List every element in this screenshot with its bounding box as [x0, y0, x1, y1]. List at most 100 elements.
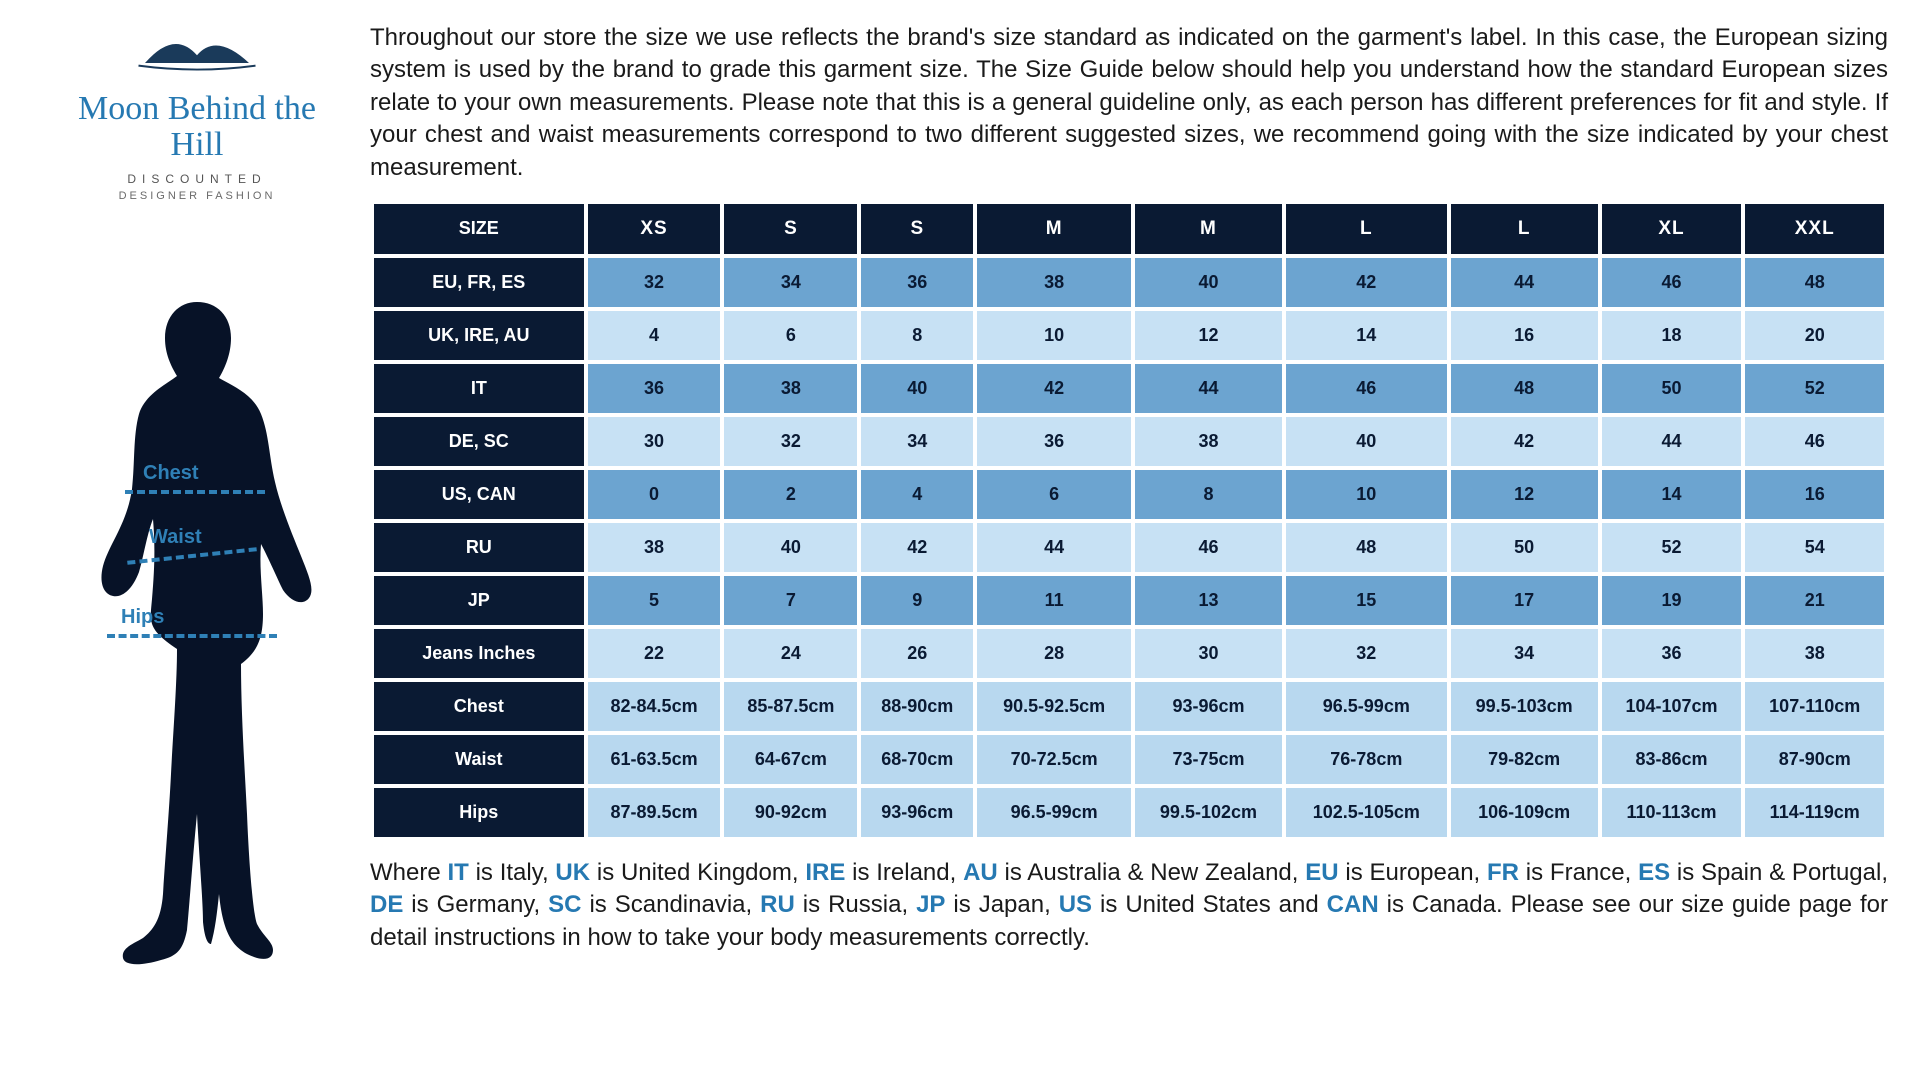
value-cell: 21 — [1745, 576, 1884, 625]
value-cell: 13 — [1135, 576, 1282, 625]
left-column: Moon Behind the Hill DISCOUNTED DESIGNER… — [32, 22, 362, 1058]
value-cell: 32 — [588, 258, 721, 307]
value-cell: 14 — [1602, 470, 1742, 519]
size-col-header: XXL — [1745, 204, 1884, 254]
row-label: EU, FR, ES — [374, 258, 584, 307]
value-cell: 38 — [724, 364, 857, 413]
value-cell: 32 — [1286, 629, 1447, 678]
value-cell: 96.5-99cm — [1286, 682, 1447, 731]
table-row: RU384042444648505254 — [374, 523, 1884, 572]
value-cell: 36 — [977, 417, 1131, 466]
value-cell: 52 — [1602, 523, 1742, 572]
row-label: Waist — [374, 735, 584, 784]
chest-label: Chest — [143, 462, 199, 485]
value-cell: 38 — [977, 258, 1131, 307]
brand-subtitle-1: DISCOUNTED — [67, 172, 327, 186]
value-cell: 93-96cm — [1135, 682, 1282, 731]
value-cell: 46 — [1745, 417, 1884, 466]
value-cell: 52 — [1745, 364, 1884, 413]
value-cell: 20 — [1745, 311, 1884, 360]
value-cell: 70-72.5cm — [977, 735, 1131, 784]
value-cell: 90.5-92.5cm — [977, 682, 1131, 731]
value-cell: 14 — [1286, 311, 1447, 360]
country-abbr: JP — [916, 891, 945, 918]
row-label: DE, SC — [374, 417, 584, 466]
value-cell: 5 — [588, 576, 721, 625]
value-cell: 46 — [1602, 258, 1742, 307]
brand-logo: Moon Behind the Hill DISCOUNTED DESIGNER… — [67, 22, 327, 202]
value-cell: 36 — [588, 364, 721, 413]
row-label: Jeans Inches — [374, 629, 584, 678]
country-abbr: FR — [1487, 859, 1519, 886]
value-cell: 0 — [588, 470, 721, 519]
table-row: UK, IRE, AU468101214161820 — [374, 311, 1884, 360]
legend-paragraph: Where IT is Italy, UK is United Kingdom,… — [370, 857, 1888, 954]
value-cell: 96.5-99cm — [977, 788, 1131, 837]
value-cell: 106-109cm — [1451, 788, 1598, 837]
size-header-cell: SIZE — [374, 204, 584, 254]
table-row: Waist61-63.5cm64-67cm68-70cm70-72.5cm73-… — [374, 735, 1884, 784]
row-label: Hips — [374, 788, 584, 837]
value-cell: 107-110cm — [1745, 682, 1884, 731]
value-cell: 90-92cm — [724, 788, 857, 837]
value-cell: 40 — [1286, 417, 1447, 466]
country-abbr: RU — [760, 891, 795, 918]
value-cell: 44 — [1135, 364, 1282, 413]
value-cell: 48 — [1451, 364, 1598, 413]
row-label: JP — [374, 576, 584, 625]
value-cell: 7 — [724, 576, 857, 625]
value-cell: 104-107cm — [1602, 682, 1742, 731]
value-cell: 50 — [1451, 523, 1598, 572]
value-cell: 16 — [1745, 470, 1884, 519]
value-cell: 19 — [1602, 576, 1742, 625]
table-header-row: SIZEXSSSMMLLXLXXL — [374, 204, 1884, 254]
value-cell: 48 — [1745, 258, 1884, 307]
value-cell: 48 — [1286, 523, 1447, 572]
chest-dash — [125, 490, 265, 494]
value-cell: 26 — [861, 629, 973, 678]
value-cell: 36 — [1602, 629, 1742, 678]
hips-dash — [107, 634, 277, 638]
value-cell: 8 — [1135, 470, 1282, 519]
value-cell: 88-90cm — [861, 682, 973, 731]
value-cell: 73-75cm — [1135, 735, 1282, 784]
value-cell: 8 — [861, 311, 973, 360]
value-cell: 99.5-102cm — [1135, 788, 1282, 837]
value-cell: 93-96cm — [861, 788, 973, 837]
value-cell: 34 — [861, 417, 973, 466]
value-cell: 40 — [1135, 258, 1282, 307]
row-label: US, CAN — [374, 470, 584, 519]
value-cell: 38 — [588, 523, 721, 572]
value-cell: 42 — [1286, 258, 1447, 307]
size-col-header: S — [724, 204, 857, 254]
row-label: RU — [374, 523, 584, 572]
value-cell: 4 — [861, 470, 973, 519]
value-cell: 38 — [1745, 629, 1884, 678]
value-cell: 83-86cm — [1602, 735, 1742, 784]
country-abbr: EU — [1305, 859, 1338, 886]
country-abbr: IRE — [805, 859, 845, 886]
country-abbr: AU — [963, 859, 998, 886]
size-col-header: XL — [1602, 204, 1742, 254]
value-cell: 85-87.5cm — [724, 682, 857, 731]
size-col-header: M — [1135, 204, 1282, 254]
value-cell: 36 — [861, 258, 973, 307]
value-cell: 18 — [1602, 311, 1742, 360]
value-cell: 40 — [724, 523, 857, 572]
value-cell: 32 — [724, 417, 857, 466]
brand-name: Moon Behind the Hill — [67, 91, 327, 162]
value-cell: 79-82cm — [1451, 735, 1598, 784]
value-cell: 54 — [1745, 523, 1884, 572]
value-cell: 30 — [1135, 629, 1282, 678]
value-cell: 15 — [1286, 576, 1447, 625]
value-cell: 17 — [1451, 576, 1598, 625]
row-label: UK, IRE, AU — [374, 311, 584, 360]
value-cell: 6 — [724, 311, 857, 360]
brand-subtitle-2: DESIGNER FASHION — [67, 190, 327, 202]
country-abbr: ES — [1638, 859, 1670, 886]
country-abbr: US — [1059, 891, 1092, 918]
row-label: IT — [374, 364, 584, 413]
waist-label: Waist — [149, 526, 202, 549]
value-cell: 114-119cm — [1745, 788, 1884, 837]
table-row: DE, SC303234363840424446 — [374, 417, 1884, 466]
